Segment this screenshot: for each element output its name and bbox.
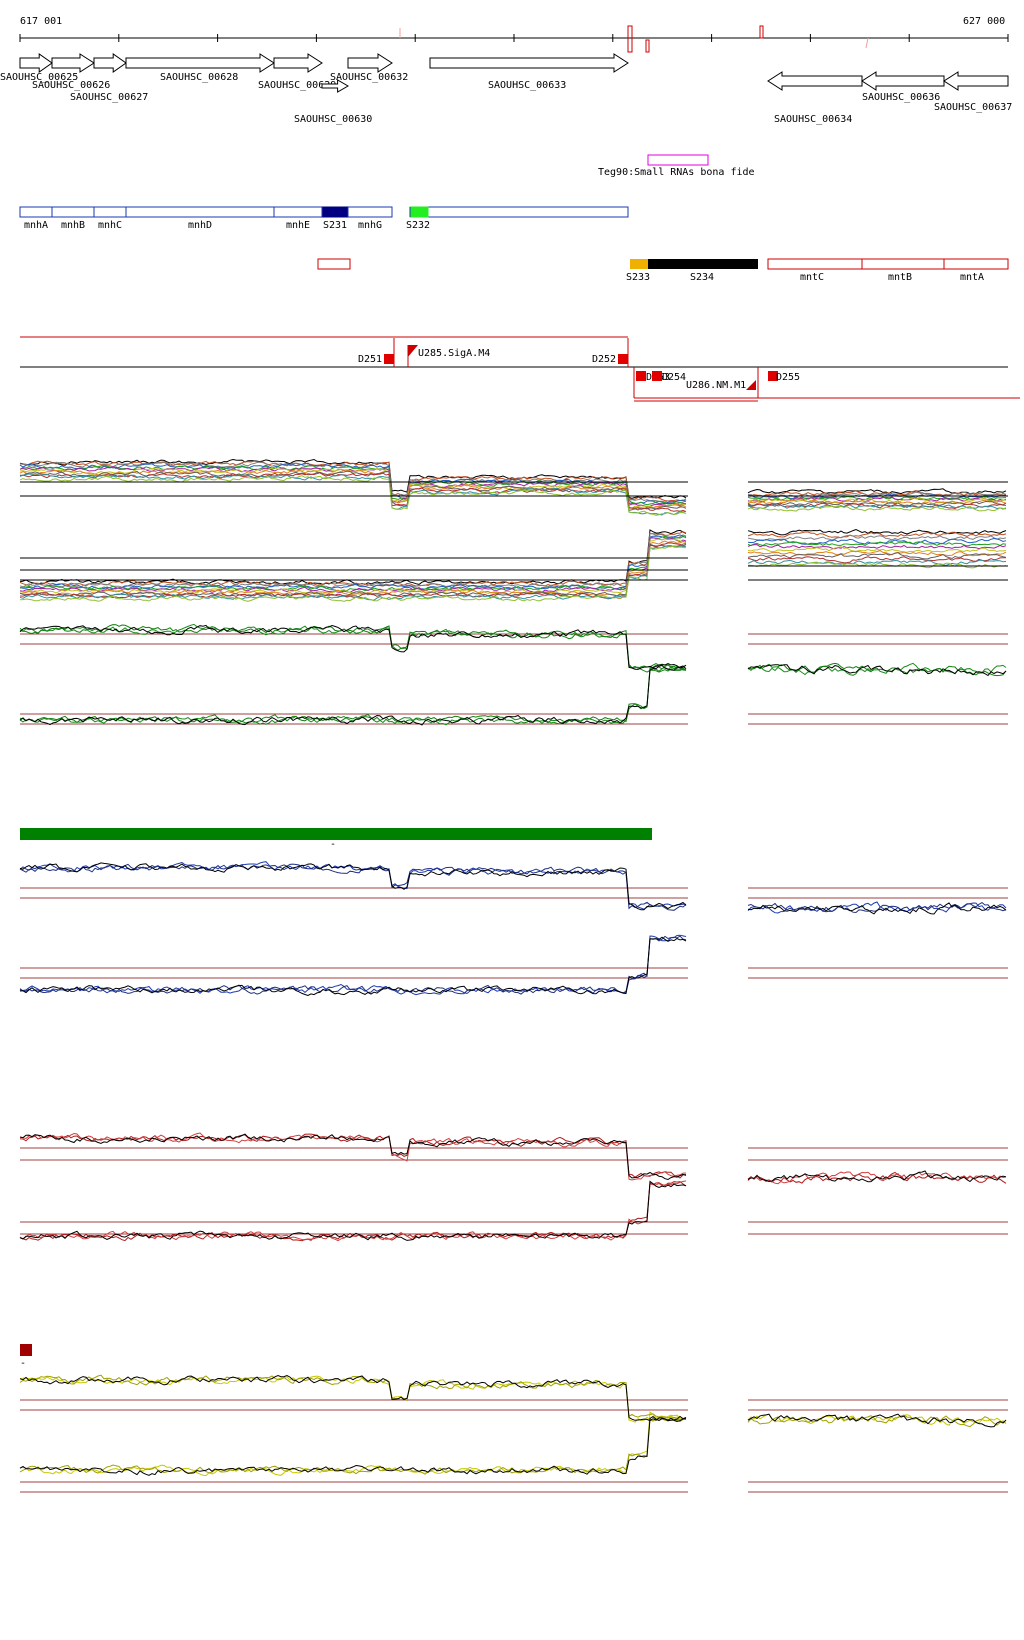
gene-label: SAOUHSC_00636 — [862, 92, 940, 103]
dark-red-marker-group: - — [20, 1344, 32, 1369]
operon-label: mntA — [960, 272, 984, 283]
gene-label: SAOUHSC_00637 — [934, 102, 1012, 113]
operon-label: mnhC — [98, 220, 122, 231]
gene-label: SAOUHSC_00633 — [488, 80, 566, 91]
axis-end-label: 627 000 — [963, 16, 1005, 27]
operon-label: S233 — [626, 272, 650, 283]
terminator-marker[interactable]: D255 — [768, 371, 800, 383]
operon-label: mntC — [800, 272, 824, 283]
terminator-label: D252 — [592, 354, 616, 365]
promoter-label: U286.NM.M1 — [686, 380, 746, 391]
operon-label: mnhG — [358, 220, 382, 231]
terminator-label: D251 — [358, 354, 382, 365]
gene-label: SAOUHSC_00629 — [258, 80, 336, 91]
operon-label: S234 — [690, 272, 714, 283]
expression-tracks — [19, 458, 1008, 1493]
promoter-marker[interactable]: U286.NM.M1 — [686, 380, 756, 391]
gene-label: SAOUHSC_00634 — [774, 114, 852, 125]
gene-SAOUHSC_00630[interactable]: SAOUHSC_00630 — [294, 79, 372, 125]
operon-blue-track: mnhA mnhB mnhC mnhD mnhE S231 mnhG S232 — [19, 206, 629, 231]
rna-feature-label: Teg90:Small RNAs bona fide — [598, 167, 755, 178]
terminator-label: D254 — [662, 372, 686, 383]
gene-label: SAOUHSC_00627 — [70, 92, 148, 103]
gene-SAOUHSC_00629[interactable]: SAOUHSC_00629 — [258, 53, 336, 91]
terminator-marker[interactable]: D251 — [358, 354, 394, 365]
axis-start-label: 617 001 — [20, 16, 62, 27]
gene-SAOUHSC_00628[interactable]: SAOUHSC_00628 — [125, 53, 275, 83]
operon-red-track: S233 S234 mntC mntB mntA — [317, 258, 1009, 283]
gene-SAOUHSC_00632[interactable]: SAOUHSC_00632 — [330, 53, 408, 83]
promoter-marker[interactable]: U285.SigA.M4 — [407, 345, 490, 367]
transcription-track: U285.SigA.M4 U286.NM.M1 D251 D252 D253 D… — [20, 336, 1020, 402]
gene-SAOUHSC_00626[interactable]: SAOUHSC_00626 — [32, 53, 110, 91]
operon-label: mnhD — [188, 220, 212, 231]
gene-label: SAOUHSC_00628 — [160, 72, 238, 83]
terminator-label: D255 — [776, 372, 800, 383]
green-bar-track: - — [20, 828, 652, 850]
gene-SAOUHSC_00633[interactable]: SAOUHSC_00633 — [429, 53, 629, 91]
gene-SAOUHSC_00625[interactable]: SAOUHSC_00625 — [0, 53, 78, 83]
operon-label: S232 — [406, 220, 430, 231]
dark-red-marker[interactable] — [20, 1344, 32, 1356]
gene-label: SAOUHSC_00625 — [0, 72, 78, 83]
operon-label: mnhE — [286, 220, 310, 231]
coordinate-axis: 617 001 627 000 — [19, 16, 1009, 53]
green-bar[interactable] — [20, 828, 652, 840]
terminator-marker[interactable]: D254 — [652, 371, 686, 383]
gene-SAOUHSC_00637[interactable]: SAOUHSC_00637 — [934, 71, 1012, 113]
marker-dash: - — [20, 1358, 26, 1369]
operon-label: mnhA — [24, 220, 48, 231]
operon-label: mntB — [888, 272, 912, 283]
rna-feature-box[interactable] — [647, 154, 709, 166]
operon-label: S231 — [323, 220, 347, 231]
gene-label: SAOUHSC_00632 — [330, 72, 408, 83]
rna-feature: Teg90:Small RNAs bona fide — [598, 154, 755, 178]
green-bar-dash: - — [330, 839, 336, 850]
gene-label: SAOUHSC_00630 — [294, 114, 372, 125]
operon-label: mnhB — [61, 220, 85, 231]
gene-SAOUHSC_00627[interactable]: SAOUHSC_00627 — [70, 53, 148, 103]
gene-SAOUHSC_00634[interactable]: SAOUHSC_00634 — [767, 71, 863, 125]
gene-SAOUHSC_00636[interactable]: SAOUHSC_00636 — [861, 71, 945, 103]
terminator-marker[interactable]: D252 — [592, 354, 628, 365]
gene-label: SAOUHSC_00626 — [32, 80, 110, 91]
promoter-label: U285.SigA.M4 — [418, 348, 490, 359]
